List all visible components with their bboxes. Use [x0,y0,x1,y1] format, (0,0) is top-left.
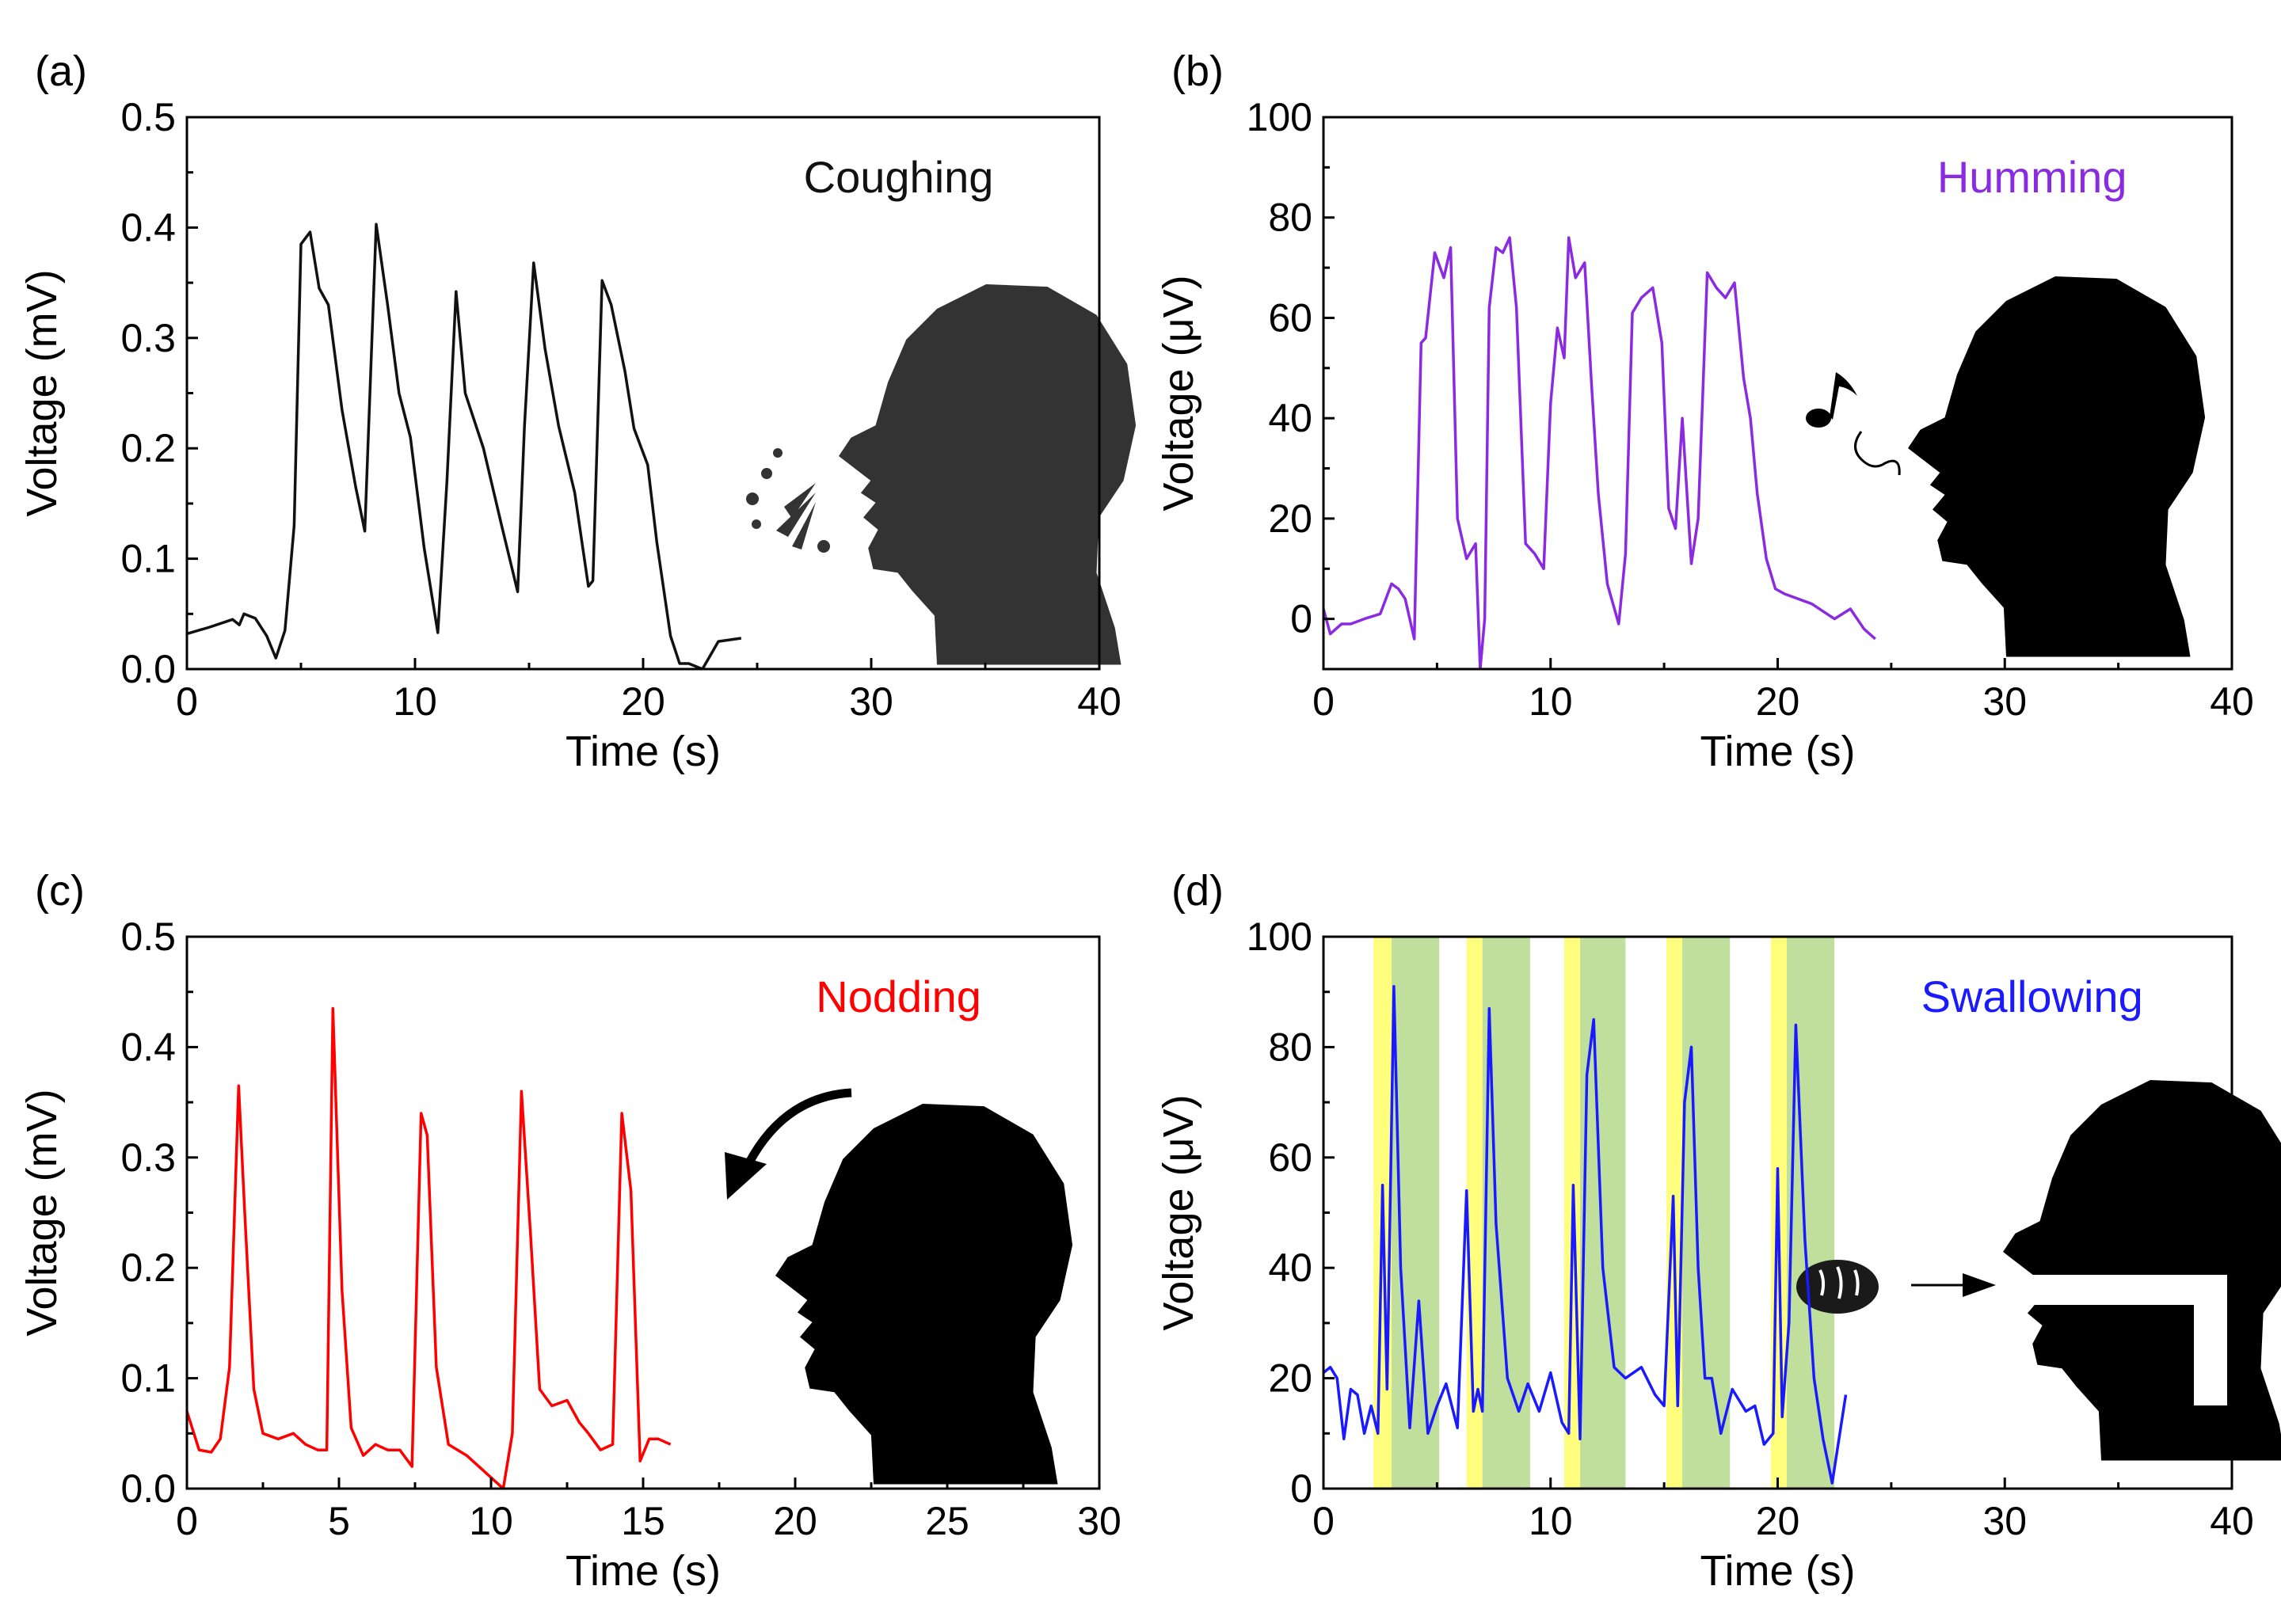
series-line [1323,984,1848,1485]
series-line [1323,236,1876,669]
y-tick-label: 0.2 [120,1246,176,1290]
head-silhouette [839,284,1137,665]
x-tick-label: 20 [1756,679,1800,724]
y-tick-label: 20 [1268,1356,1312,1401]
head-silhouette [1908,276,2206,657]
y-tick-label: 20 [1268,496,1312,541]
y-tick-label: 60 [1268,1135,1312,1180]
y-tick-label: 0 [1290,1466,1312,1511]
x-tick-label: 10 [1529,679,1573,724]
y-tick-label: 0.4 [120,1025,176,1069]
panel-label: (d) [1171,867,1224,915]
y-tick-label: 0.1 [120,537,176,581]
panel-label: (c) [35,867,85,915]
bread-crust [1818,1266,1860,1299]
y-tick-label: 0 [1290,597,1312,641]
y-axis-label: Voltage (μV) [1155,275,1202,511]
y-axis-label: Voltage (mV) [18,1089,66,1336]
x-tick-label: 40 [2210,679,2254,724]
head-silhouette [775,1104,1073,1485]
x-tick-label: 0 [176,1499,198,1543]
x-tick-label: 25 [925,1499,969,1543]
y-tick-label: 80 [1268,1025,1312,1069]
series-annotation: Nodding [816,972,981,1021]
x-tick-label: 0 [176,679,198,724]
y-tick-label: 0.1 [120,1356,176,1401]
throat-passage [2004,1275,2227,1405]
x-tick-label: 30 [1982,679,2027,724]
bread-icon [1796,1260,1879,1314]
x-tick-label: 10 [1529,1499,1573,1543]
y-tick-label: 0.3 [120,1135,176,1180]
phase-band [1580,937,1626,1489]
series-group [187,1006,672,1489]
x-tick-label: 20 [1756,1499,1800,1543]
y-tick-label: 0.4 [120,205,176,249]
x-tick-label: 15 [621,1499,665,1543]
x-tick-label: 30 [1077,1499,1121,1543]
music-note-icon [1806,372,1857,428]
x-tick-label: 30 [1982,1499,2027,1543]
chart-panel: 0 10 20 30 40 0 20 40 60 80 100 Time (s) Voltage (μV… [1155,867,2281,1595]
x-tick-label: 40 [1077,679,1121,724]
nod-arrow-head [725,1152,767,1200]
x-tick-label: 20 [621,679,665,724]
x-tick-label: 20 [773,1499,817,1543]
x-tick-label: 30 [849,679,893,724]
y-tick-label: 0.0 [120,647,176,691]
series-group [187,222,742,669]
series-line [187,1006,672,1489]
x-axis-label: Time (s) [1700,728,1856,775]
y-tick-label: 100 [1247,95,1312,139]
y-axis-label: Voltage (mV) [18,269,66,516]
y-axis-label: Voltage (μV) [1155,1094,1202,1330]
series-group [1323,984,1848,1485]
y-tick-label: 0.5 [120,915,176,959]
y-tick-label: 0.5 [120,95,176,139]
x-tick-label: 10 [469,1499,513,1543]
x-axis-label: Time (s) [1700,1547,1856,1595]
hum-wave [1854,431,1901,476]
chart-panel: 0 10 20 30 40 0.0 0.1 0.2 0.3 0.4 0.5 Time (s) Volta… [18,48,1137,775]
head-silhouette [2003,1080,2281,1461]
y-tick-label: 60 [1268,295,1312,340]
y-tick-label: 40 [1268,1246,1312,1290]
food-arrow-head [1963,1273,1996,1297]
x-tick-label: 0 [1312,679,1335,724]
phase-band [1682,937,1731,1489]
x-tick-label: 40 [2210,1499,2254,1543]
series-annotation: Humming [1937,152,2127,202]
y-tick-label: 0.0 [120,1466,176,1511]
y-tick-label: 0.2 [120,426,176,470]
phase-band [1786,937,1835,1489]
y-tick-label: 40 [1268,396,1312,440]
y-tick-label: 100 [1247,915,1312,959]
phase-bands [1373,937,1835,1489]
x-tick-label: 10 [393,679,437,724]
series-annotation: Swallowing [1921,972,2143,1021]
coughing-head-icon [746,284,1137,665]
x-tick-label: 0 [1312,1499,1335,1543]
nod-arrow [744,1088,852,1166]
y-tick-label: 0.3 [120,316,176,360]
x-tick-label: 5 [328,1499,350,1543]
x-axis-label: Time (s) [565,728,721,775]
y-tick-label: 80 [1268,196,1312,240]
series-group [1323,236,1876,669]
swallowing-head-icon [1796,1080,2281,1461]
humming-head-icon [1806,276,2206,657]
cough-spray [746,448,830,553]
chart-panel: 0 10 20 30 40 0 20 40 60 80 100 Time (s) Voltage (μV… [1155,48,2254,775]
panel-label: (a) [35,48,87,95]
nodding-head-icon [725,1088,1073,1485]
x-axis-label: Time (s) [565,1547,721,1595]
chart-panel: 0 5 10 15 20 25 30 0.0 0.1 0.2 0.3 0.4 0.5 Time (s) Vo… [18,867,1121,1595]
series-line [187,222,742,669]
series-annotation: Coughing [804,152,994,202]
panel-label: (b) [1171,48,1224,95]
